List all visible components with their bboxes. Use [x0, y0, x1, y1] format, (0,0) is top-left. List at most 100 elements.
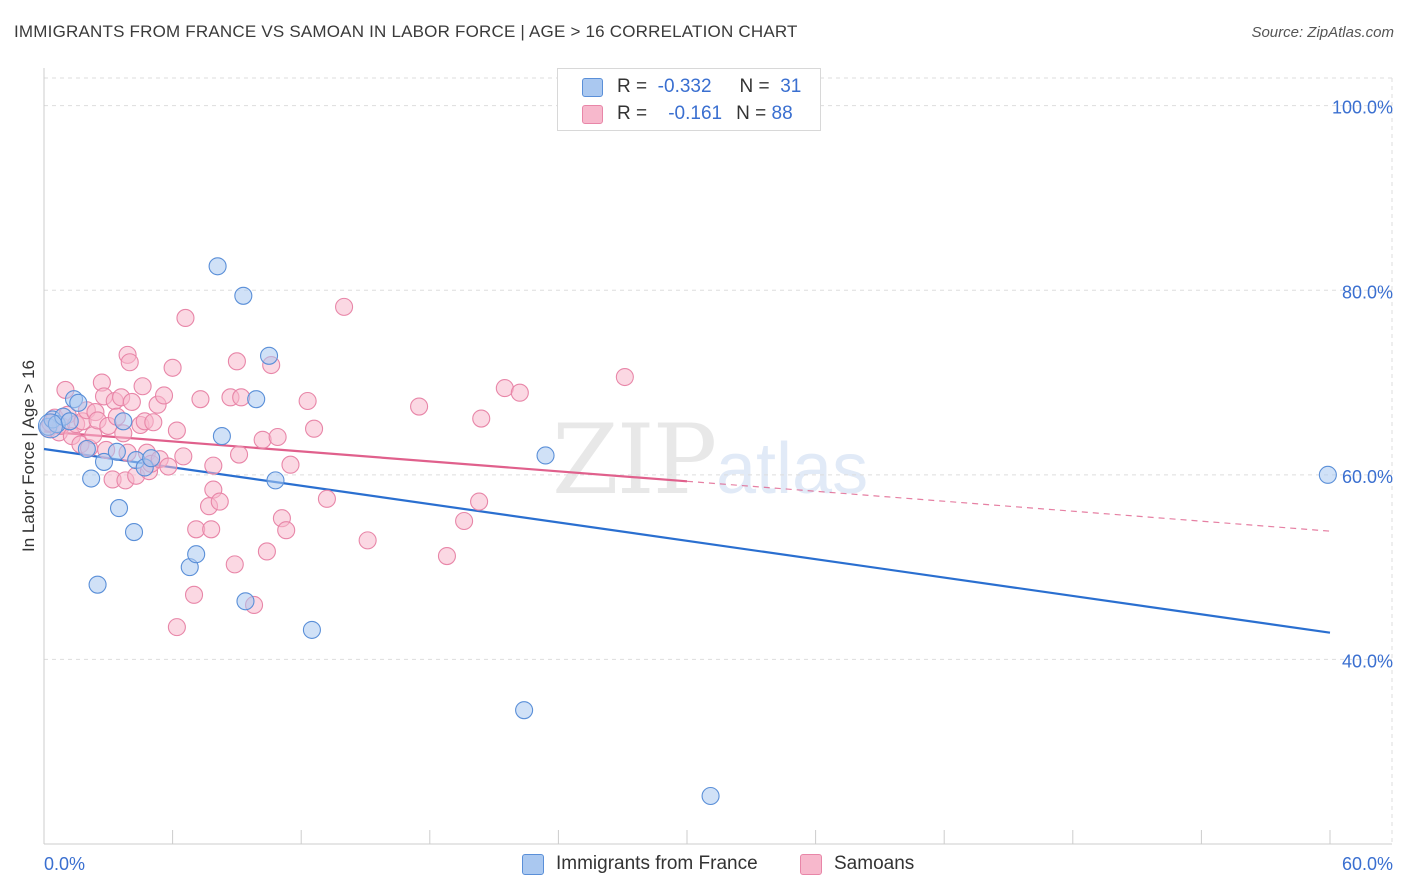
- point-france: [109, 499, 129, 518]
- point-france: [114, 412, 133, 431]
- series-legend: Immigrants from France Samoans: [0, 851, 1406, 877]
- watermark-atlas: atlas: [716, 429, 869, 509]
- chart-title: IMMIGRANTS FROM FRANCE VS SAMOAN IN LABO…: [14, 22, 798, 41]
- point-samoans: [144, 413, 163, 432]
- point-samoans: [455, 511, 474, 531]
- france-r-label: R =: [617, 76, 648, 97]
- point-samoans: [305, 419, 324, 438]
- legend-item-france[interactable]: Immigrants from France: [522, 851, 758, 877]
- point-samoans: [495, 379, 514, 398]
- point-france: [212, 427, 231, 446]
- point-samoans: [167, 618, 186, 637]
- watermark-zip: ZIP: [552, 404, 717, 516]
- samoans-n-label: N =: [736, 103, 767, 124]
- point-samoans: [122, 392, 141, 411]
- point-france: [515, 701, 534, 720]
- trend-extension-samoans: [686, 480, 1331, 532]
- x-tick-label: 0.0%: [44, 854, 85, 874]
- point-samoans: [410, 397, 429, 416]
- trend-lines: [43, 430, 1331, 634]
- point-france: [247, 390, 266, 409]
- point-samoans: [159, 457, 178, 476]
- samoans-n-value: 88: [771, 103, 793, 124]
- point-france: [77, 439, 96, 459]
- stats-row-france: R = -0.332 N = 31: [582, 74, 801, 100]
- point-samoans: [437, 547, 456, 566]
- point-samoans: [268, 427, 287, 447]
- point-france: [234, 286, 253, 305]
- point-france: [259, 346, 279, 365]
- point-samoans: [174, 447, 193, 466]
- point-samoans: [184, 585, 204, 604]
- data-points: [37, 257, 1337, 806]
- point-france: [208, 257, 227, 276]
- legend-label-samoans: Samoans: [834, 853, 915, 874]
- point-france: [69, 393, 88, 412]
- y-tick-label: 40.0%: [1342, 651, 1393, 671]
- point-france: [302, 620, 321, 639]
- point-samoans: [225, 555, 244, 574]
- point-cluster-france: [37, 413, 63, 439]
- y-axis-label: In Labor Force | Age > 16: [19, 360, 38, 552]
- y-tick-label: 100.0%: [1332, 98, 1393, 118]
- france-swatch: [582, 77, 603, 97]
- point-france: [236, 592, 255, 611]
- point-france: [187, 545, 206, 564]
- stats-row-samoans: R = -0.161 N = 88: [582, 101, 793, 127]
- point-samoans: [335, 297, 354, 316]
- point-samoans: [253, 430, 272, 449]
- france-n-value: 31: [780, 76, 802, 97]
- samoans-r-value: -0.161: [668, 103, 723, 124]
- point-france: [82, 469, 101, 488]
- samoans-swatch: [582, 104, 603, 124]
- point-france: [88, 575, 107, 594]
- stats-legend: R = -0.332 N = 31 R = -0.161 N = 88: [557, 68, 821, 131]
- point-samoans: [232, 388, 251, 407]
- legend-item-samoans[interactable]: Samoans: [800, 851, 914, 877]
- point-samoans: [257, 542, 276, 561]
- point-samoans: [210, 492, 229, 511]
- point-samoans: [204, 456, 223, 475]
- point-samoans: [176, 308, 195, 328]
- point-samoans: [510, 383, 529, 402]
- point-samoans: [472, 409, 491, 428]
- gridlines: [44, 77, 1393, 844]
- point-samoans: [281, 455, 300, 474]
- x-tick-label: 60.0%: [1342, 854, 1393, 874]
- legend-swatch-samoans: [800, 853, 822, 875]
- source-label: Source: ZipAtlas.com: [1251, 24, 1394, 41]
- samoans-r-label: R =: [617, 103, 648, 124]
- point-samoans: [470, 492, 489, 511]
- y-tick-label: 60.0%: [1342, 467, 1393, 487]
- point-samoans: [298, 391, 317, 411]
- legend-swatch-france: [522, 853, 544, 875]
- point-samoans: [154, 386, 174, 405]
- point-samoans: [317, 489, 336, 508]
- point-samoans: [163, 358, 182, 377]
- point-france: [124, 523, 144, 542]
- point-samoans: [187, 520, 206, 539]
- point-samoans: [191, 390, 210, 409]
- point-france: [142, 449, 161, 468]
- point-samoans: [133, 377, 152, 396]
- y-tick-label: 80.0%: [1342, 282, 1393, 302]
- point-france: [107, 442, 126, 461]
- point-samoans: [615, 367, 634, 387]
- axis-labels: 40.0% 60.0% 80.0% 100.0% 0.0% 60.0% In Labor F…: [19, 98, 1393, 874]
- point-samoans: [227, 352, 246, 371]
- point-france: [60, 412, 79, 431]
- france-r-value: -0.332: [657, 76, 712, 97]
- point-france: [701, 786, 720, 806]
- trend-line-france: [43, 447, 1331, 634]
- point-france: [94, 452, 114, 471]
- legend-label-france: Immigrants from France: [556, 853, 758, 874]
- point-france: [536, 446, 555, 465]
- point-samoans: [229, 445, 249, 464]
- france-n-label: N =: [739, 76, 770, 97]
- point-france: [266, 471, 285, 490]
- point-france: [1318, 465, 1337, 484]
- point-samoans: [277, 521, 296, 540]
- point-samoans: [167, 421, 186, 440]
- point-samoans: [120, 353, 139, 372]
- axes: [43, 68, 1392, 845]
